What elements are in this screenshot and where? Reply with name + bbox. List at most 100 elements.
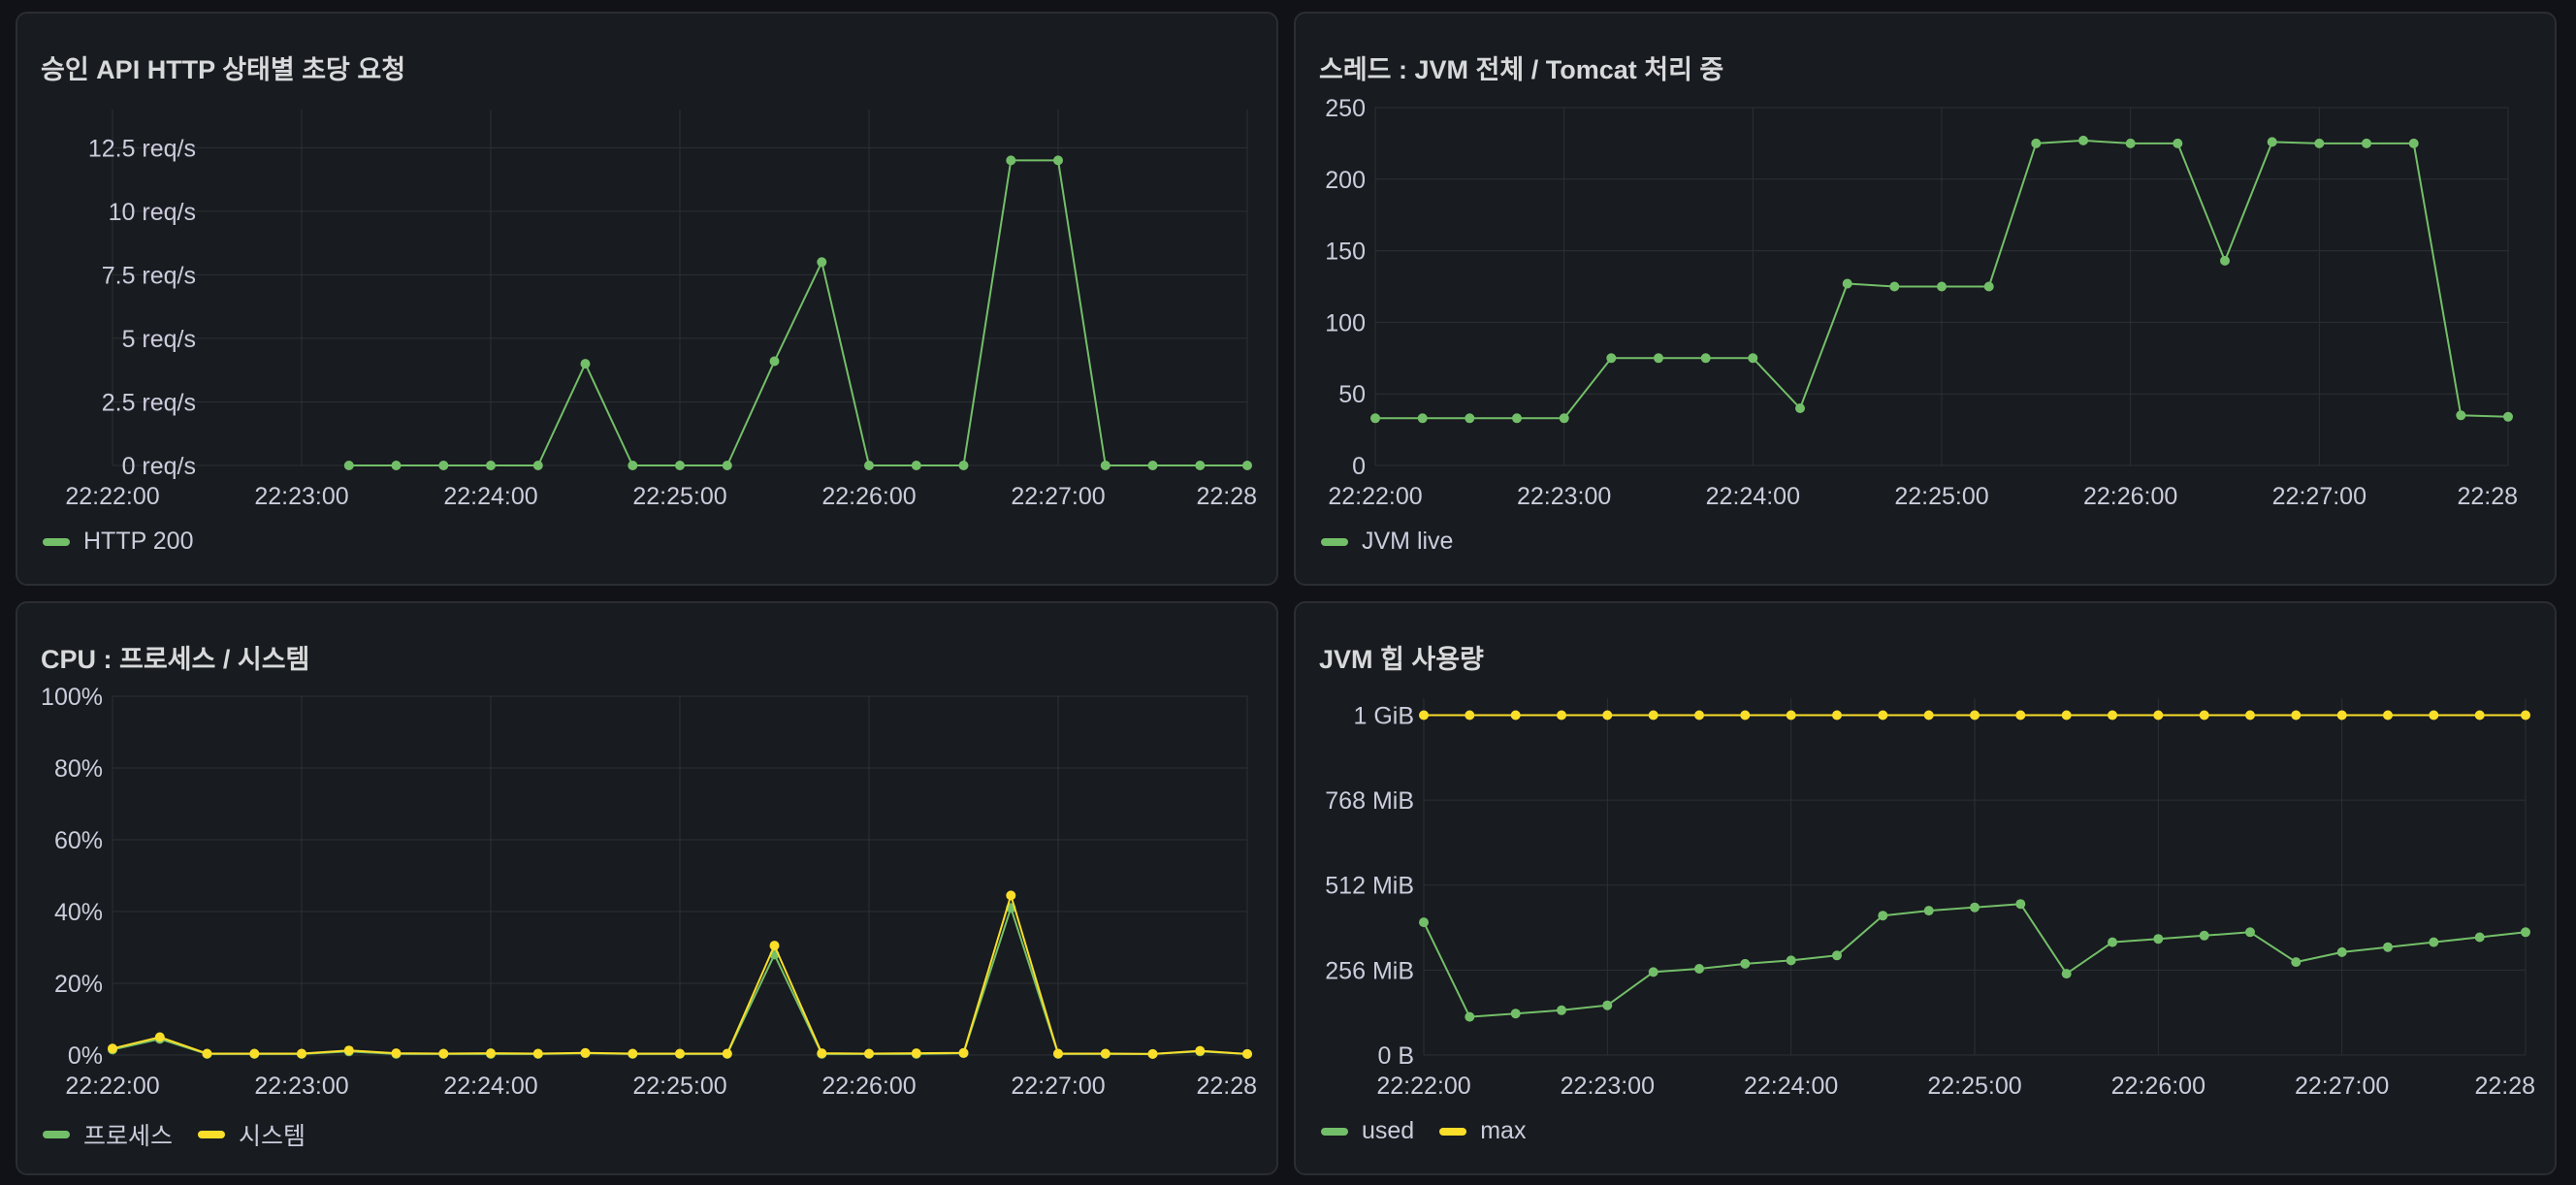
data-point	[1195, 461, 1206, 470]
http-requests-chart: 0 req/s 2.5 req/s 5 req/s 7.5 req/s 10 req/s…	[65, 110, 1257, 510]
threads-chart: 0 50 100 150 200 250 22:22:00 22:23:00 22:24:00 2…	[1325, 95, 2518, 510]
legend-item[interactable]: 프로세스	[43, 1117, 173, 1152]
x-tick-label: 22:26:00	[2083, 483, 2177, 510]
data-point	[1878, 710, 1888, 721]
y-tick-label: 0 B	[1377, 1042, 1414, 1070]
series-used	[1419, 899, 2530, 1022]
data-point	[817, 257, 827, 268]
data-point	[1602, 1000, 1613, 1010]
data-point	[769, 356, 780, 367]
data-point	[1700, 353, 1711, 364]
data-point	[297, 1048, 306, 1059]
legend-label: used	[1362, 1117, 1415, 1144]
data-point	[1053, 155, 1063, 166]
y-tick-label: 10 req/s	[109, 199, 196, 226]
data-point	[2291, 957, 2302, 968]
x-tick-label: 22:24:00	[1706, 483, 1800, 510]
data-point	[343, 461, 354, 470]
panel-title[interactable]: CPU : 프로세스 / 시스템	[41, 645, 310, 674]
data-point	[817, 1048, 827, 1059]
legend-item[interactable]: HTTP 200	[43, 528, 193, 556]
legend-item[interactable]: JVM live	[1321, 528, 1453, 556]
y-tick-label: 20%	[54, 971, 103, 998]
data-point	[1970, 902, 1980, 913]
y-tick-label: 80%	[54, 755, 103, 783]
data-point	[1648, 967, 1658, 977]
panel-jvm-heap: JVM 힙 사용량 0 B 256 MiB 512 MiB 768 MiB 1 GiB 2…	[1294, 601, 2557, 1175]
data-point	[1602, 710, 1613, 721]
data-point	[438, 1048, 449, 1059]
legend-label: 시스템	[239, 1123, 306, 1150]
legend-label: 프로세스	[83, 1123, 174, 1150]
legend-label: HTTP 200	[83, 528, 194, 555]
jvm-heap-legend: used max	[1321, 1117, 1526, 1145]
data-point	[864, 1048, 874, 1059]
legend-item[interactable]: 시스템	[198, 1117, 306, 1152]
data-point	[1694, 710, 1704, 721]
data-point	[2078, 135, 2088, 145]
data-point	[2108, 710, 2117, 721]
data-point	[1419, 710, 1429, 721]
panel-title[interactable]: JVM 힙 사용량	[1319, 645, 1484, 674]
x-tick-label: 22:26:00	[821, 1073, 916, 1100]
data-point	[2383, 942, 2393, 952]
data-point	[769, 941, 780, 951]
legend-label: max	[1480, 1117, 1527, 1144]
data-point	[2153, 934, 2164, 945]
data-point	[1878, 911, 1888, 921]
data-point	[1937, 281, 1947, 292]
data-point	[1417, 413, 1428, 424]
data-point	[675, 1048, 685, 1059]
legend-swatch	[43, 1131, 70, 1138]
data-point	[958, 1047, 969, 1058]
x-tick-label: 22:22:00	[65, 1073, 159, 1100]
data-point	[1786, 955, 1796, 966]
data-point	[1100, 1048, 1111, 1059]
data-point	[1648, 710, 1658, 721]
data-point	[580, 359, 591, 369]
panel-title[interactable]: 승인 API HTTP 상태별 초당 요청	[41, 55, 406, 84]
data-point	[2245, 927, 2255, 938]
legend-item[interactable]: max	[1439, 1117, 1526, 1145]
data-point	[2408, 138, 2419, 148]
data-point	[2362, 138, 2371, 148]
x-tick-label: 22:24:00	[443, 483, 537, 510]
x-tick-label: 22:25:00	[1894, 483, 1988, 510]
x-tick-label: 22:23:00	[1561, 1073, 1655, 1100]
grid	[112, 110, 1248, 466]
data-point	[1557, 1005, 1566, 1015]
data-point	[1100, 461, 1111, 470]
data-point	[2108, 937, 2117, 947]
data-point	[1832, 710, 1842, 721]
x-tick-label: 22:27:00	[2272, 483, 2367, 510]
data-point	[532, 461, 543, 470]
data-point	[628, 1048, 638, 1059]
panel-title[interactable]: 스레드 : JVM 전체 / Tomcat 처리 중	[1319, 55, 1724, 84]
x-tick-label: 22:28	[2457, 483, 2518, 510]
y-tick-label: 7.5 req/s	[102, 262, 196, 289]
data-point	[154, 1032, 165, 1042]
panel-cpu: CPU : 프로세스 / 시스템 0% 20% 40% 60% 80% 100% 22:22…	[16, 601, 1278, 1175]
panel-threads: 스레드 : JVM 전체 / Tomcat 처리 중 0 50 100 150 200 2…	[1294, 12, 2557, 586]
data-point	[722, 461, 732, 470]
y-tick-label: 768 MiB	[1325, 787, 1414, 815]
data-point	[343, 1045, 354, 1056]
data-point	[1748, 353, 1758, 364]
y-tick-label: 5 req/s	[122, 326, 196, 353]
data-point	[2153, 710, 2164, 721]
legend-item[interactable]: used	[1321, 1117, 1414, 1145]
y-tick-label: 12.5 req/s	[88, 135, 196, 162]
legend-label: JVM live	[1362, 528, 1454, 555]
data-point	[1370, 413, 1380, 424]
data-point	[1465, 413, 1475, 424]
y-tick-label: 1 GiB	[1353, 702, 1414, 729]
data-point	[1465, 710, 1475, 721]
data-point	[2429, 937, 2439, 947]
data-point	[2429, 710, 2439, 721]
x-tick-label: 22:27:00	[2295, 1073, 2389, 1100]
data-point	[2061, 969, 2072, 979]
data-point	[1557, 710, 1566, 721]
data-point	[1923, 906, 1934, 916]
x-tick-label: 22:22:00	[65, 483, 159, 510]
data-point	[1970, 710, 1980, 721]
